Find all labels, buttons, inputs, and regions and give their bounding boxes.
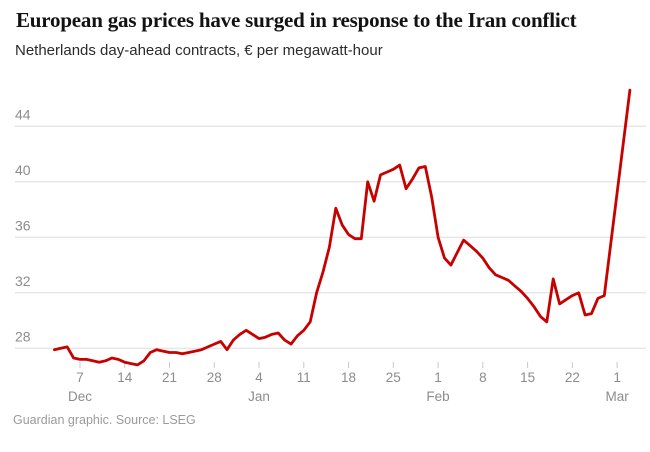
- x-axis-tick-label: 1: [434, 370, 442, 385]
- chart-subtitle: Netherlands day-ahead contracts, € per m…: [15, 42, 383, 59]
- price-line: [53, 88, 632, 367]
- y-axis-tick-label: 36: [15, 217, 31, 233]
- y-axis-tick-label: 32: [15, 273, 31, 289]
- x-axis-tick-label: 7: [76, 370, 84, 385]
- x-axis-month-label: Mar: [605, 389, 629, 404]
- y-axis-tick-label: 44: [15, 106, 31, 122]
- x-axis-tick-label: 28: [207, 370, 222, 385]
- x-axis-tick-label: 8: [479, 370, 487, 385]
- x-axis-tick-label: 14: [117, 370, 133, 385]
- x-axis-tick-label: 15: [520, 370, 535, 385]
- y-axis-tick-label: 40: [15, 162, 31, 178]
- x-axis-tick-label: 18: [341, 370, 356, 385]
- x-axis-tick-label: 11: [297, 370, 311, 385]
- x-axis-tick-label: 4: [255, 370, 263, 385]
- x-axis-tick-label: 21: [162, 370, 177, 385]
- source-credit: Guardian graphic. Source: LSEG: [13, 413, 196, 427]
- x-axis-tick-label: 22: [565, 370, 580, 385]
- y-axis-tick-label: 28: [15, 328, 31, 344]
- x-axis-month-label: Feb: [426, 389, 449, 404]
- x-axis-month-label: Jan: [248, 389, 270, 404]
- chart-title: European gas prices have surged in respo…: [16, 8, 577, 32]
- x-axis-tick-label: 25: [386, 370, 401, 385]
- x-axis-month-label: Dec: [68, 389, 92, 404]
- x-axis-tick-label: 1: [613, 370, 621, 385]
